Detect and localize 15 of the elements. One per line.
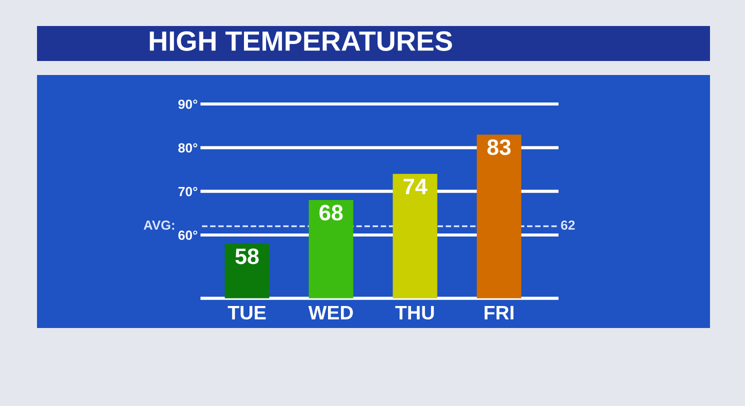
- x-tick-label: TUE: [228, 306, 266, 320]
- x-tick-label: WED: [308, 306, 353, 320]
- ref-line-label: 62: [561, 220, 575, 230]
- data-label: 68: [319, 204, 343, 221]
- data-label: 83: [487, 139, 511, 156]
- y-tick-label: 70°: [178, 186, 198, 196]
- y-tick-label: 60°: [178, 230, 198, 240]
- y-tick-label: 80°: [178, 143, 198, 153]
- text: AVG:: [144, 220, 174, 230]
- x-tick-label: THU: [395, 306, 434, 320]
- x-tick-label: FRI: [484, 306, 514, 320]
- data-label: 58: [235, 248, 259, 264]
- data-label: 74: [404, 178, 428, 194]
- chart-title: HIGH TEMPERATURES: [150, 31, 452, 51]
- y-tick-label: 90°: [178, 100, 198, 109]
